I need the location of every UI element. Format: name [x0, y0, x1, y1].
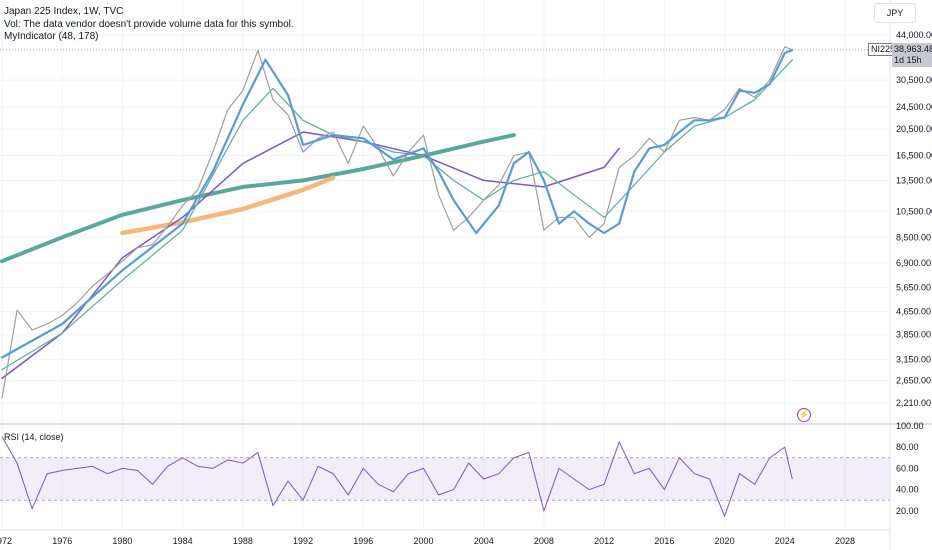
price-series-group — [0, 46, 794, 399]
price-tick-label: 5,650.00 — [896, 283, 931, 293]
rsi-tick-label: 60.00 — [896, 463, 919, 473]
time-tick-label: 2016 — [654, 536, 674, 546]
price-tick-label: 2,210.00 — [896, 398, 931, 408]
time-tick-label: 1980 — [112, 536, 132, 546]
price-tick-label: 13,500.00 — [896, 175, 932, 185]
price-tick-label: 24,500.00 — [896, 102, 932, 112]
time-tick-label: 1992 — [293, 536, 313, 546]
volume-note: Vol: The data vendor doesn't provide vol… — [4, 19, 294, 30]
currency-button[interactable]: JPY — [874, 3, 916, 23]
time-tick-label: 2028 — [835, 536, 855, 546]
price-tick-label: 3,150.00 — [896, 354, 931, 364]
rsi-line — [1, 436, 793, 518]
lightning-icon[interactable]: ⚡ — [797, 408, 811, 422]
main-grid — [0, 0, 890, 530]
series-ma-slow-line — [1, 131, 620, 380]
time-tick-label: 1988 — [233, 536, 253, 546]
price-box: 38,963.48 1d 15h — [892, 43, 932, 67]
price-tick-label: 8,500.00 — [896, 232, 931, 242]
time-tick-label: 2004 — [474, 536, 494, 546]
time-tick-label: 2020 — [715, 536, 735, 546]
indicator-label[interactable]: MyIndicator (48, 178) — [4, 31, 99, 42]
price-tick-label: 2,650.00 — [896, 376, 931, 386]
rsi-band — [0, 457, 890, 501]
time-tick-label: 1984 — [173, 536, 193, 546]
time-tick-label: 2000 — [413, 536, 433, 546]
price-tick-label: 3,850.00 — [896, 330, 931, 340]
rsi-scale[interactable]: 100.00 80.00 60.00 40.00 20.00 — [896, 421, 924, 516]
price-tick-label: 30,500.00 — [896, 75, 932, 85]
series-ma-long-line — [0, 133, 516, 264]
price-tick-label: 20,500.00 — [896, 124, 932, 134]
price-tick-label: 44,000.00 — [896, 30, 932, 40]
price-tick-label: 4,650.00 — [896, 306, 931, 316]
series-ma-band-line — [120, 175, 336, 236]
time-tick-label: 2008 — [534, 536, 554, 546]
time-tick-label: 2012 — [594, 536, 614, 546]
chart-title[interactable]: Japan 225 Index, 1W, TVC — [4, 6, 124, 17]
time-tick-label: 1972 — [0, 536, 12, 546]
time-tick-label: 1976 — [52, 536, 72, 546]
price-tick-label: 10,500.00 — [896, 206, 932, 216]
price-badge: NI225 38,963.48 1d 15h — [868, 43, 932, 67]
bar-countdown: 1d 15h — [894, 55, 922, 65]
series-ni225-line — [1, 46, 793, 399]
time-tick-label: 1996 — [353, 536, 373, 546]
time-tick-label: 2024 — [775, 536, 795, 546]
price-scale[interactable]: 44,000.00 30,500.00 24,500.00 20,500.00 16,5… — [896, 30, 932, 408]
series-ma-fast-line — [0, 49, 794, 359]
rsi-series-group — [1, 436, 793, 518]
rsi-title[interactable]: RSI (14, close) — [4, 432, 64, 442]
time-scale[interactable]: 1972 1976 1980 1984 1988 1992 1996 2000 2004 2008… — [0, 536, 855, 546]
rsi-tick-label: 100.00 — [896, 421, 924, 431]
last-price: 38,963.48 — [894, 44, 932, 54]
series-ma-mid-line — [1, 59, 793, 371]
price-tick-label: 6,900.00 — [896, 258, 931, 268]
symbol-badge: NI225 — [868, 43, 899, 56]
price-tick-label: 16,500.00 — [896, 151, 932, 161]
rsi-tick-label: 20.00 — [896, 506, 919, 516]
rsi-tick-label: 80.00 — [896, 442, 919, 452]
rsi-tick-label: 40.00 — [896, 485, 919, 495]
